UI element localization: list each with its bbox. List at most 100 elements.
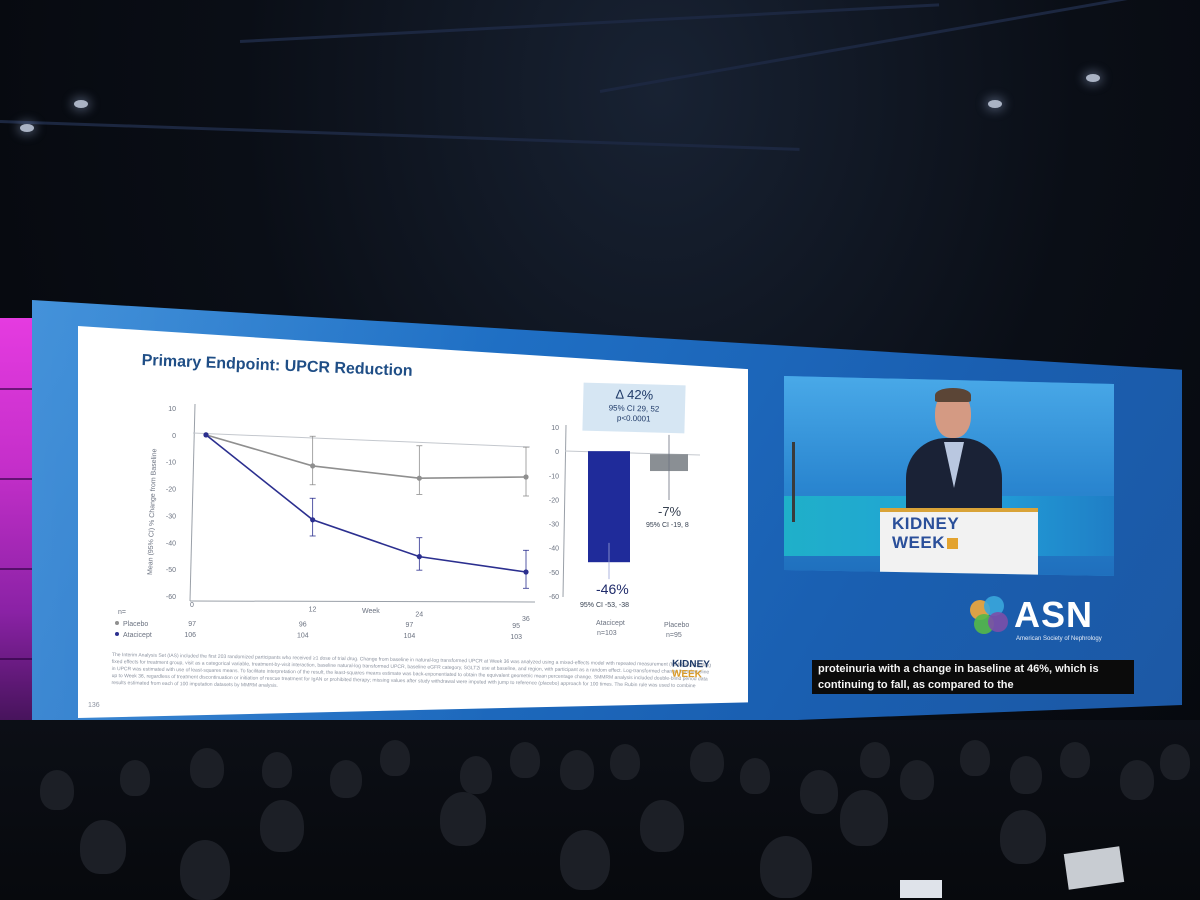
line-chart-y-axis-label: Mean (95% CI) % Change from Baseline: [147, 448, 158, 575]
audience-laptop: [1063, 846, 1125, 890]
atacicept-bar-ci: 95% CI -53, -38: [580, 602, 629, 609]
bar-chart-y-tick-label: -40: [549, 546, 559, 553]
placebo-point: [416, 475, 422, 481]
podium-logo-mark: [947, 538, 958, 550]
audience-head: [960, 740, 990, 776]
line-chart-x-tick-label: 0: [190, 602, 194, 609]
atacicept-line: [205, 434, 527, 573]
bar-chart-y-tick-label: -10: [549, 473, 559, 480]
ceiling-light: [1086, 74, 1100, 82]
audience-head: [40, 770, 74, 810]
audience-head: [800, 770, 838, 814]
podium-logo-line1: KIDNEY: [892, 514, 960, 533]
asn-logo-subtitle: American Society of Nephrology: [1016, 636, 1102, 642]
line-chart-x-tick-label: 24: [415, 611, 423, 618]
placebo-n-value: 97: [406, 622, 414, 629]
atacicept-point: [416, 554, 422, 560]
placebo-n-value: 97: [188, 621, 196, 628]
audience-head: [900, 760, 934, 800]
atacicept-legend-label: Atacicept: [123, 632, 152, 639]
line-chart-y-tick-label: 0: [172, 433, 176, 440]
caption-line-1: proteinuria with a change in baseline at…: [818, 663, 1099, 675]
audience-head: [760, 836, 812, 898]
line-chart-y-axis: [189, 403, 196, 602]
placebo-point: [523, 474, 529, 480]
kidney-week-logo-line2: WEEK: [671, 668, 703, 681]
line-chart-x-tick-label: 12: [309, 607, 317, 614]
audience-head: [640, 800, 684, 852]
placebo-n-value: 95: [512, 623, 520, 630]
atacicept-point: [523, 569, 529, 575]
podium-logo-line2: WEEK: [892, 533, 945, 552]
bar-chart-y-tick-label: -50: [549, 570, 559, 577]
audience-head: [260, 800, 304, 852]
audience-head: [1060, 742, 1090, 778]
line-chart-zero-line: [192, 432, 531, 448]
ceiling-light: [74, 100, 88, 108]
bar-chart-y-axis: [562, 424, 567, 598]
audience-head: [330, 760, 362, 798]
audience-head: [1160, 744, 1190, 780]
asn-logo-icon: [970, 596, 1010, 636]
bar-chart-y-tick-label: -60: [549, 594, 559, 601]
line-chart-y-tick-label: -20: [166, 487, 176, 494]
audience-head: [262, 752, 292, 788]
atacicept-bar-n: n=103: [597, 630, 617, 637]
audience-head: [460, 756, 492, 794]
bar-chart-y-tick-label: 0: [555, 449, 559, 456]
audience-head: [860, 742, 890, 778]
line-chart-y-tick-label: -10: [166, 460, 176, 467]
atacicept-bar-name: Atacicept: [596, 620, 625, 627]
audience-head: [510, 742, 540, 778]
bar-chart-y-tick-label: 10: [551, 425, 559, 432]
ceiling-light: [20, 124, 34, 132]
line-chart-y-tick-label: -30: [166, 513, 176, 520]
speaker-hair: [935, 388, 971, 402]
audience-head: [440, 792, 486, 846]
placebo-bar-n: n=95: [666, 632, 682, 639]
atacicept-n-value: 106: [184, 632, 196, 639]
placebo-bar-ci: 95% CI -19, 8: [646, 522, 689, 529]
live-caption: proteinuria with a change in baseline at…: [812, 660, 1134, 694]
atacicept-point: [310, 517, 316, 523]
audience-head: [740, 758, 770, 794]
speaker-video-feed: KIDNEY WEEK: [784, 376, 1114, 576]
atacicept-n-value: 103: [510, 634, 522, 641]
placebo-point: [310, 463, 316, 469]
microphone-stand: [792, 442, 795, 522]
line-chart-y-tick-label: 10: [168, 406, 176, 413]
audience-head: [80, 820, 126, 874]
bar-chart-y-tick-label: -20: [549, 497, 559, 504]
atacicept-n-value: 104: [404, 633, 416, 640]
line-chart-y-tick-label: -60: [166, 594, 176, 601]
audience-head: [1010, 756, 1042, 794]
podium-kidney-week-logo: KIDNEY WEEK: [892, 514, 959, 552]
audience-head: [840, 790, 888, 846]
audience-head: [560, 830, 610, 890]
podium: [880, 508, 1038, 576]
line-chart-y-tick-label: -40: [166, 540, 176, 547]
placebo-bar-name: Placebo: [664, 622, 689, 629]
slide-page-number: 136: [88, 702, 100, 709]
atacicept-n-value: 104: [297, 633, 309, 640]
line-chart-y-tick-label: -50: [166, 567, 176, 574]
line-chart-x-axis: [189, 600, 536, 603]
ceiling-light: [988, 100, 1002, 108]
audience-head: [1120, 760, 1154, 800]
caption-line-2: continuing to fall, as compared to the: [818, 679, 1014, 691]
n-label: n=: [118, 609, 126, 616]
audience-head: [120, 760, 150, 796]
line-chart-x-tick-label: 36: [522, 616, 530, 623]
placebo-legend-marker: [115, 621, 119, 625]
audience-head: [380, 740, 410, 776]
audience-head: [610, 744, 640, 780]
placebo-n-value: 96: [299, 622, 307, 629]
audience-head: [190, 748, 224, 788]
bar-chart-y-tick-label: -30: [549, 522, 559, 529]
atacicept-legend-marker: [115, 632, 119, 636]
audience-head: [560, 750, 594, 790]
placebo-legend-label: Placebo: [123, 621, 148, 628]
asn-logo-text: ASN: [1014, 594, 1094, 635]
atacicept-bar-value: -46%: [596, 581, 629, 597]
